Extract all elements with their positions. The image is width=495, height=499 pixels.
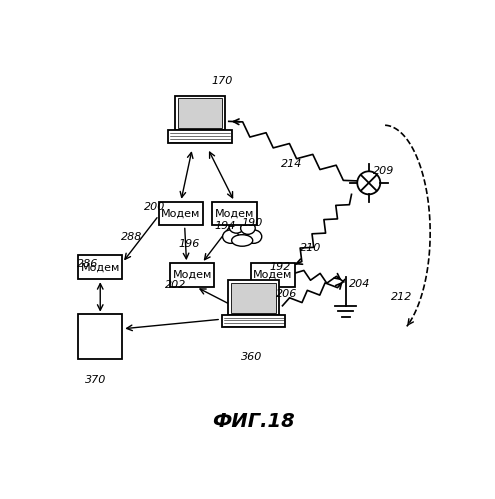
Circle shape — [357, 171, 380, 195]
FancyBboxPatch shape — [159, 202, 203, 226]
FancyBboxPatch shape — [78, 255, 122, 279]
Text: 190: 190 — [242, 218, 263, 228]
Ellipse shape — [231, 224, 253, 242]
Text: 204: 204 — [349, 278, 370, 288]
Text: Модем: Модем — [81, 262, 120, 272]
Text: 196: 196 — [179, 240, 200, 250]
FancyBboxPatch shape — [168, 130, 232, 143]
FancyBboxPatch shape — [78, 314, 122, 359]
Text: 192: 192 — [270, 261, 291, 271]
FancyBboxPatch shape — [175, 96, 225, 130]
Text: 214: 214 — [281, 159, 302, 169]
Text: ФИГ.18: ФИГ.18 — [212, 412, 295, 431]
Text: 194: 194 — [214, 221, 236, 231]
Ellipse shape — [241, 222, 255, 235]
FancyBboxPatch shape — [212, 202, 256, 226]
FancyBboxPatch shape — [231, 282, 276, 313]
Text: 360: 360 — [242, 351, 263, 361]
FancyBboxPatch shape — [222, 315, 285, 327]
FancyBboxPatch shape — [228, 280, 279, 315]
Text: 210: 210 — [299, 243, 321, 253]
Text: 212: 212 — [391, 292, 412, 302]
Text: 288: 288 — [121, 232, 143, 242]
Text: 170: 170 — [211, 76, 233, 86]
Text: 286: 286 — [77, 259, 99, 269]
FancyBboxPatch shape — [170, 263, 214, 287]
Text: Модем: Модем — [215, 209, 254, 219]
Ellipse shape — [223, 230, 239, 244]
FancyBboxPatch shape — [178, 98, 222, 128]
Ellipse shape — [229, 221, 244, 233]
FancyBboxPatch shape — [251, 263, 295, 287]
Ellipse shape — [246, 230, 262, 244]
Ellipse shape — [232, 235, 253, 246]
Text: 209: 209 — [373, 166, 395, 176]
Text: 202: 202 — [165, 279, 186, 289]
Text: Модем: Модем — [253, 270, 293, 280]
Text: Модем: Модем — [161, 209, 200, 219]
Text: Модем: Модем — [173, 270, 212, 280]
Text: 200: 200 — [145, 202, 166, 212]
Text: 370: 370 — [85, 375, 106, 385]
Text: 206: 206 — [276, 289, 297, 299]
